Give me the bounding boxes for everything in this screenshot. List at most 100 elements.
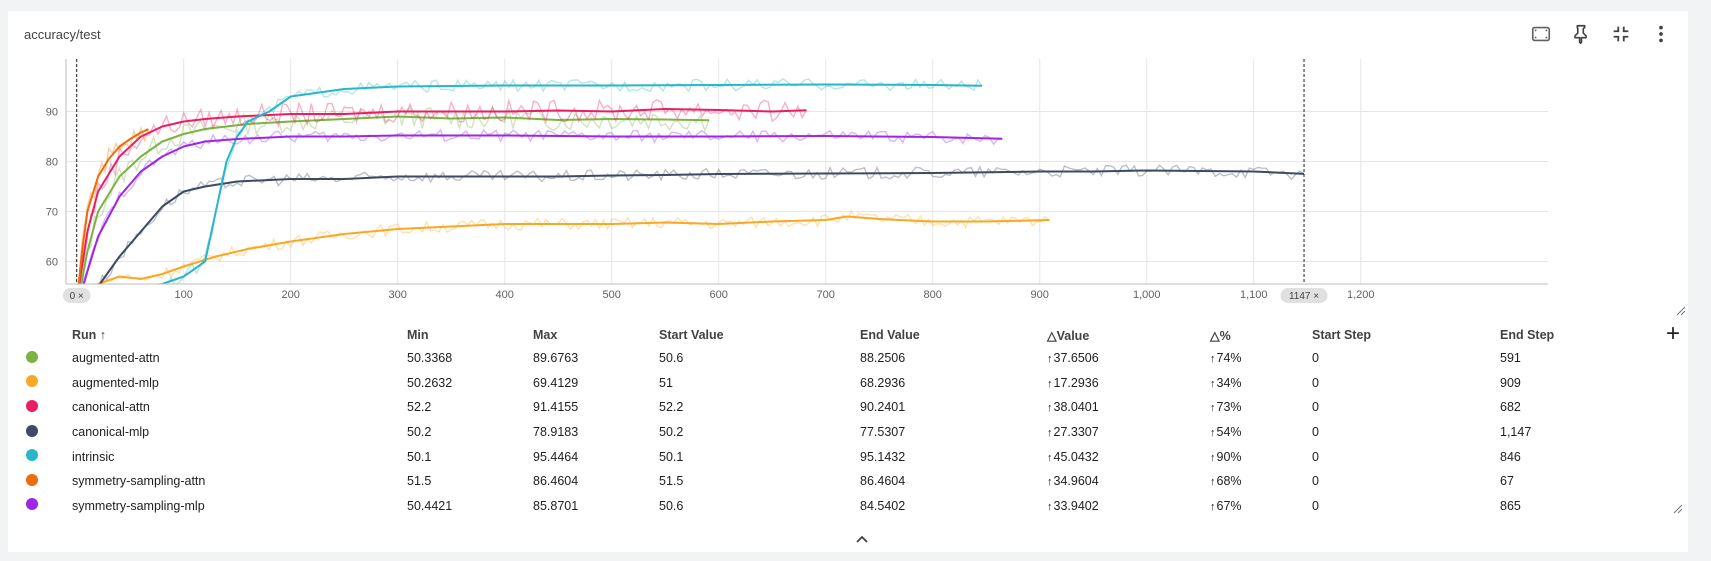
header-max[interactable]: Max xyxy=(533,328,558,342)
cell-value: 90.2401 xyxy=(860,400,906,415)
cell-value: 50.6 xyxy=(659,351,684,366)
range-end-marker-chip[interactable]: 1147 × xyxy=(1280,288,1328,303)
run-color-dot[interactable] xyxy=(26,498,38,511)
cell-value: 78.9183 xyxy=(533,425,579,440)
arrow-up-icon: ↑ xyxy=(1210,500,1216,513)
y-tick-label: 70 xyxy=(46,207,58,219)
cell-end: 84.5402 xyxy=(860,494,1047,519)
cell-dvalue: ↑33.9402 xyxy=(1047,494,1210,519)
cell-value: 74% xyxy=(1216,351,1242,366)
cell-run: canonical-attn xyxy=(72,395,407,420)
cell-dpct: ↑68% xyxy=(1210,469,1312,494)
series-raw-intrinsic xyxy=(148,77,983,284)
pin-button[interactable] xyxy=(1568,23,1594,49)
run-color-dot[interactable] xyxy=(26,375,38,388)
cell-start-step: 0 xyxy=(1312,395,1500,420)
cell-end: 68.2936 xyxy=(860,371,1047,396)
cell-value: 0 xyxy=(1312,449,1319,464)
cell-dpct: ↑34% xyxy=(1210,371,1312,396)
line-chart[interactable]: 01002003004005006007008009001,0001,1001,… xyxy=(8,11,1688,311)
cell-value: 91.4155 xyxy=(533,400,579,415)
header-end-step[interactable]: End Step xyxy=(1500,328,1555,342)
cell-min: 51.5 xyxy=(407,469,533,494)
scalar-card: accuracy/test 01002003004005006007008009… xyxy=(8,11,1688,552)
cell-value: 846 xyxy=(1500,449,1521,464)
header-end-value[interactable]: End Value xyxy=(860,328,920,342)
cell-value: 95.1432 xyxy=(860,449,906,464)
collapse-card-button[interactable] xyxy=(1608,23,1634,49)
cell-end-step: 67 xyxy=(1500,469,1620,494)
cell-min: 50.3368 xyxy=(407,346,533,371)
cell-color xyxy=(26,395,72,420)
cell-value: 50.3368 xyxy=(407,351,453,366)
series-raw-symmetry-sampling-mlp xyxy=(82,128,1003,284)
cell-value: 909 xyxy=(1500,375,1521,390)
arrow-up-icon: ↑ xyxy=(1047,451,1053,464)
cell-start-step: 0 xyxy=(1312,420,1500,445)
table-row[interactable]: intrinsic 50.1 95.4464 50.1 95.1432 ↑45.0432 ↑… xyxy=(26,444,1620,469)
series-raw-augmented-mlp xyxy=(92,209,1050,284)
y-tick-label: 80 xyxy=(46,157,58,169)
cell-color xyxy=(26,444,72,469)
range-start-marker-chip[interactable]: 0 × xyxy=(62,288,91,303)
header-start-step[interactable]: Start Step xyxy=(1312,328,1372,342)
table-row[interactable]: augmented-mlp 50.2632 69.4129 51 68.2936 ↑17.… xyxy=(26,371,1620,396)
cell-run: symmetry-sampling-mlp xyxy=(72,494,407,519)
x-tick-label: 500 xyxy=(603,289,621,301)
series-line-intrinsic xyxy=(153,83,982,284)
add-column-button[interactable]: + xyxy=(1666,322,1680,346)
table-row[interactable]: symmetry-sampling-attn 51.5 86.4604 51.5 86.… xyxy=(26,469,1620,494)
cell-value: 68.2936 xyxy=(860,375,906,390)
cell-end: 86.4604 xyxy=(860,469,1047,494)
cell-dpct: ↑90% xyxy=(1210,444,1312,469)
more-options-button[interactable] xyxy=(1648,23,1674,49)
table-row[interactable]: canonical-mlp 50.2 78.9183 50.2 77.5307 ↑27.3… xyxy=(26,420,1620,445)
cell-value: 45.0432 xyxy=(1053,449,1099,464)
series-line-augmented-attn xyxy=(80,115,710,284)
header-delta-percent[interactable]: △% xyxy=(1210,328,1231,343)
header-delta-value[interactable]: △Value xyxy=(1047,328,1090,343)
cell-max: 69.4129 xyxy=(533,371,659,396)
cell-value: 0 xyxy=(1312,498,1319,513)
run-color-dot[interactable] xyxy=(26,424,38,437)
x-tick-label: 1,100 xyxy=(1240,289,1268,301)
cell-value: 88.2506 xyxy=(860,351,906,366)
table-row[interactable]: augmented-attn 50.3368 89.6763 50.6 88.2506 ↑… xyxy=(26,346,1620,371)
cell-value: 89.6763 xyxy=(533,351,579,366)
run-color-dot[interactable] xyxy=(26,399,38,412)
range-start-marker-chip-label: 0 × xyxy=(70,291,84,302)
cell-value: 0 xyxy=(1312,400,1319,415)
arrow-up-icon: ↑ xyxy=(1047,427,1053,440)
table-row[interactable]: symmetry-sampling-mlp 50.4421 85.8701 50.6 8… xyxy=(26,494,1620,519)
cell-end-step: 682 xyxy=(1500,395,1620,420)
cell-color xyxy=(26,371,72,396)
cell-value: 51 xyxy=(659,375,673,390)
table-row[interactable]: canonical-attn 52.2 91.4155 52.2 90.2401 ↑38.… xyxy=(26,395,1620,420)
cell-start-step: 0 xyxy=(1312,371,1500,396)
cell-value: 50.4421 xyxy=(407,498,453,513)
run-color-dot[interactable] xyxy=(26,473,38,486)
header-min[interactable]: Min xyxy=(407,328,429,342)
cell-color xyxy=(26,494,72,519)
cell-min: 52.2 xyxy=(407,395,533,420)
run-color-dot[interactable] xyxy=(26,350,38,363)
cell-value: augmented-attn xyxy=(72,351,160,366)
fit-domain-button[interactable] xyxy=(1528,23,1554,49)
run-color-dot[interactable] xyxy=(26,449,38,462)
cell-max: 89.6763 xyxy=(533,346,659,371)
header-run[interactable]: Run ↑ xyxy=(72,328,107,342)
cell-start-step: 0 xyxy=(1312,469,1500,494)
cell-max: 85.8701 xyxy=(533,494,659,519)
cell-dpct: ↑54% xyxy=(1210,420,1312,445)
cell-color xyxy=(26,420,72,445)
collapse-table-button[interactable] xyxy=(855,531,869,549)
cell-min: 50.2632 xyxy=(407,371,533,396)
header-start-value[interactable]: Start Value xyxy=(659,328,724,342)
cell-color xyxy=(26,469,72,494)
arrow-up-icon: ↑ xyxy=(1047,402,1053,415)
cell-value: 27.3307 xyxy=(1053,425,1099,440)
cell-value: 0 xyxy=(1312,425,1319,440)
cell-end-step: 846 xyxy=(1500,444,1620,469)
table-resize-icon[interactable] xyxy=(1673,501,1683,519)
chart-resize-icon[interactable] xyxy=(1676,303,1686,321)
